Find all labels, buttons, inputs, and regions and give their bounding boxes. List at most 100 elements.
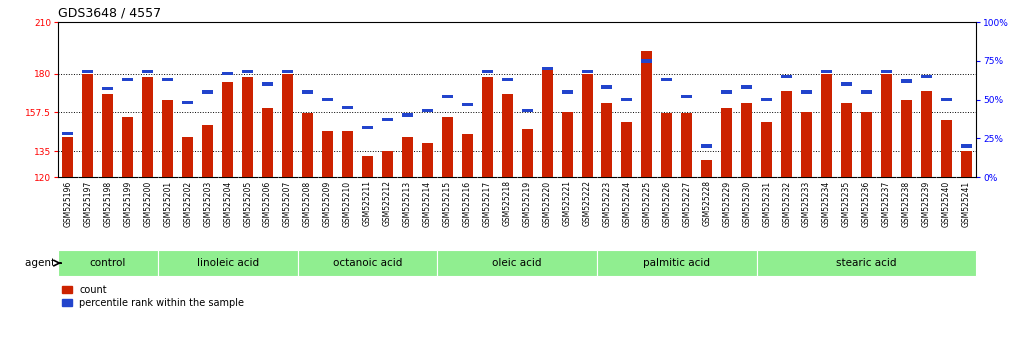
- Text: GSM525223: GSM525223: [602, 181, 611, 227]
- Bar: [482, 77, 492, 177]
- Bar: [501, 78, 513, 81]
- Bar: [961, 144, 972, 148]
- Bar: [881, 70, 892, 73]
- Text: GSM525224: GSM525224: [622, 181, 632, 227]
- Text: GSM525205: GSM525205: [243, 181, 252, 227]
- Bar: [681, 95, 693, 98]
- Bar: [382, 118, 393, 121]
- Text: control: control: [89, 258, 126, 268]
- Bar: [362, 126, 373, 129]
- Bar: [901, 99, 912, 177]
- Text: GSM525237: GSM525237: [882, 181, 891, 227]
- Bar: [402, 113, 413, 117]
- Text: GSM525238: GSM525238: [902, 181, 911, 227]
- Bar: [681, 113, 693, 177]
- Bar: [298, 251, 437, 276]
- Text: GSM525225: GSM525225: [643, 181, 652, 227]
- Bar: [761, 122, 772, 177]
- Bar: [542, 67, 552, 70]
- Bar: [702, 160, 712, 177]
- Bar: [582, 74, 593, 177]
- Text: stearic acid: stearic acid: [836, 258, 897, 268]
- Bar: [721, 90, 732, 93]
- Text: linoleic acid: linoleic acid: [196, 258, 258, 268]
- Text: GSM525234: GSM525234: [822, 181, 831, 227]
- Bar: [437, 251, 597, 276]
- Text: GSM525229: GSM525229: [722, 181, 731, 227]
- Text: palmitic acid: palmitic acid: [644, 258, 710, 268]
- Text: GSM525212: GSM525212: [382, 181, 392, 227]
- Text: GSM525209: GSM525209: [323, 181, 332, 227]
- Bar: [242, 70, 253, 73]
- Text: GSM525216: GSM525216: [463, 181, 472, 227]
- Bar: [961, 151, 972, 177]
- Bar: [342, 105, 353, 109]
- Bar: [741, 85, 753, 89]
- Text: GSM525214: GSM525214: [423, 181, 432, 227]
- Bar: [242, 77, 253, 177]
- Bar: [103, 95, 113, 177]
- Bar: [621, 122, 633, 177]
- Bar: [462, 103, 473, 106]
- Text: GSM525202: GSM525202: [183, 181, 192, 227]
- Text: GSM525211: GSM525211: [363, 181, 372, 227]
- Bar: [222, 82, 233, 177]
- Text: agent: agent: [24, 258, 58, 268]
- Bar: [702, 144, 712, 148]
- Bar: [821, 70, 832, 73]
- Bar: [801, 112, 813, 177]
- Bar: [601, 103, 612, 177]
- Bar: [801, 90, 813, 93]
- Text: GSM525228: GSM525228: [703, 181, 711, 227]
- Bar: [382, 151, 393, 177]
- Bar: [841, 103, 852, 177]
- Bar: [542, 70, 552, 177]
- Text: GSM525241: GSM525241: [962, 181, 971, 227]
- Bar: [222, 72, 233, 75]
- Bar: [82, 70, 94, 73]
- Bar: [163, 78, 173, 81]
- Bar: [621, 98, 633, 101]
- Bar: [522, 109, 533, 112]
- Bar: [122, 117, 133, 177]
- Bar: [142, 70, 154, 73]
- Bar: [302, 113, 313, 177]
- Bar: [601, 85, 612, 89]
- Bar: [462, 134, 473, 177]
- Bar: [322, 131, 333, 177]
- Legend: count, percentile rank within the sample: count, percentile rank within the sample: [58, 281, 248, 312]
- Bar: [262, 108, 274, 177]
- Text: GSM525233: GSM525233: [802, 181, 812, 227]
- Bar: [741, 103, 753, 177]
- Text: GSM525207: GSM525207: [283, 181, 292, 227]
- Text: GSM525204: GSM525204: [223, 181, 232, 227]
- Bar: [941, 98, 952, 101]
- Bar: [202, 125, 214, 177]
- Text: GSM525230: GSM525230: [742, 181, 752, 227]
- Bar: [781, 75, 792, 78]
- Bar: [142, 77, 154, 177]
- Bar: [482, 70, 492, 73]
- Text: GSM525218: GSM525218: [502, 181, 512, 227]
- Text: GSM525213: GSM525213: [403, 181, 412, 227]
- Text: GSM525210: GSM525210: [343, 181, 352, 227]
- Bar: [921, 91, 932, 177]
- Text: GSM525197: GSM525197: [83, 181, 93, 227]
- Text: GSM525239: GSM525239: [921, 181, 931, 227]
- Text: GSM525235: GSM525235: [842, 181, 851, 227]
- Bar: [302, 90, 313, 93]
- Text: GSM525200: GSM525200: [143, 181, 153, 227]
- Bar: [901, 79, 912, 83]
- Bar: [163, 99, 173, 177]
- Bar: [661, 113, 672, 177]
- Bar: [202, 90, 214, 93]
- Bar: [757, 251, 976, 276]
- Text: GSM525240: GSM525240: [942, 181, 951, 227]
- Text: GSM525222: GSM525222: [583, 181, 592, 227]
- Bar: [941, 120, 952, 177]
- Text: GSM525217: GSM525217: [483, 181, 491, 227]
- Bar: [861, 112, 872, 177]
- Bar: [561, 112, 573, 177]
- Bar: [642, 51, 652, 177]
- Text: GSM525215: GSM525215: [442, 181, 452, 227]
